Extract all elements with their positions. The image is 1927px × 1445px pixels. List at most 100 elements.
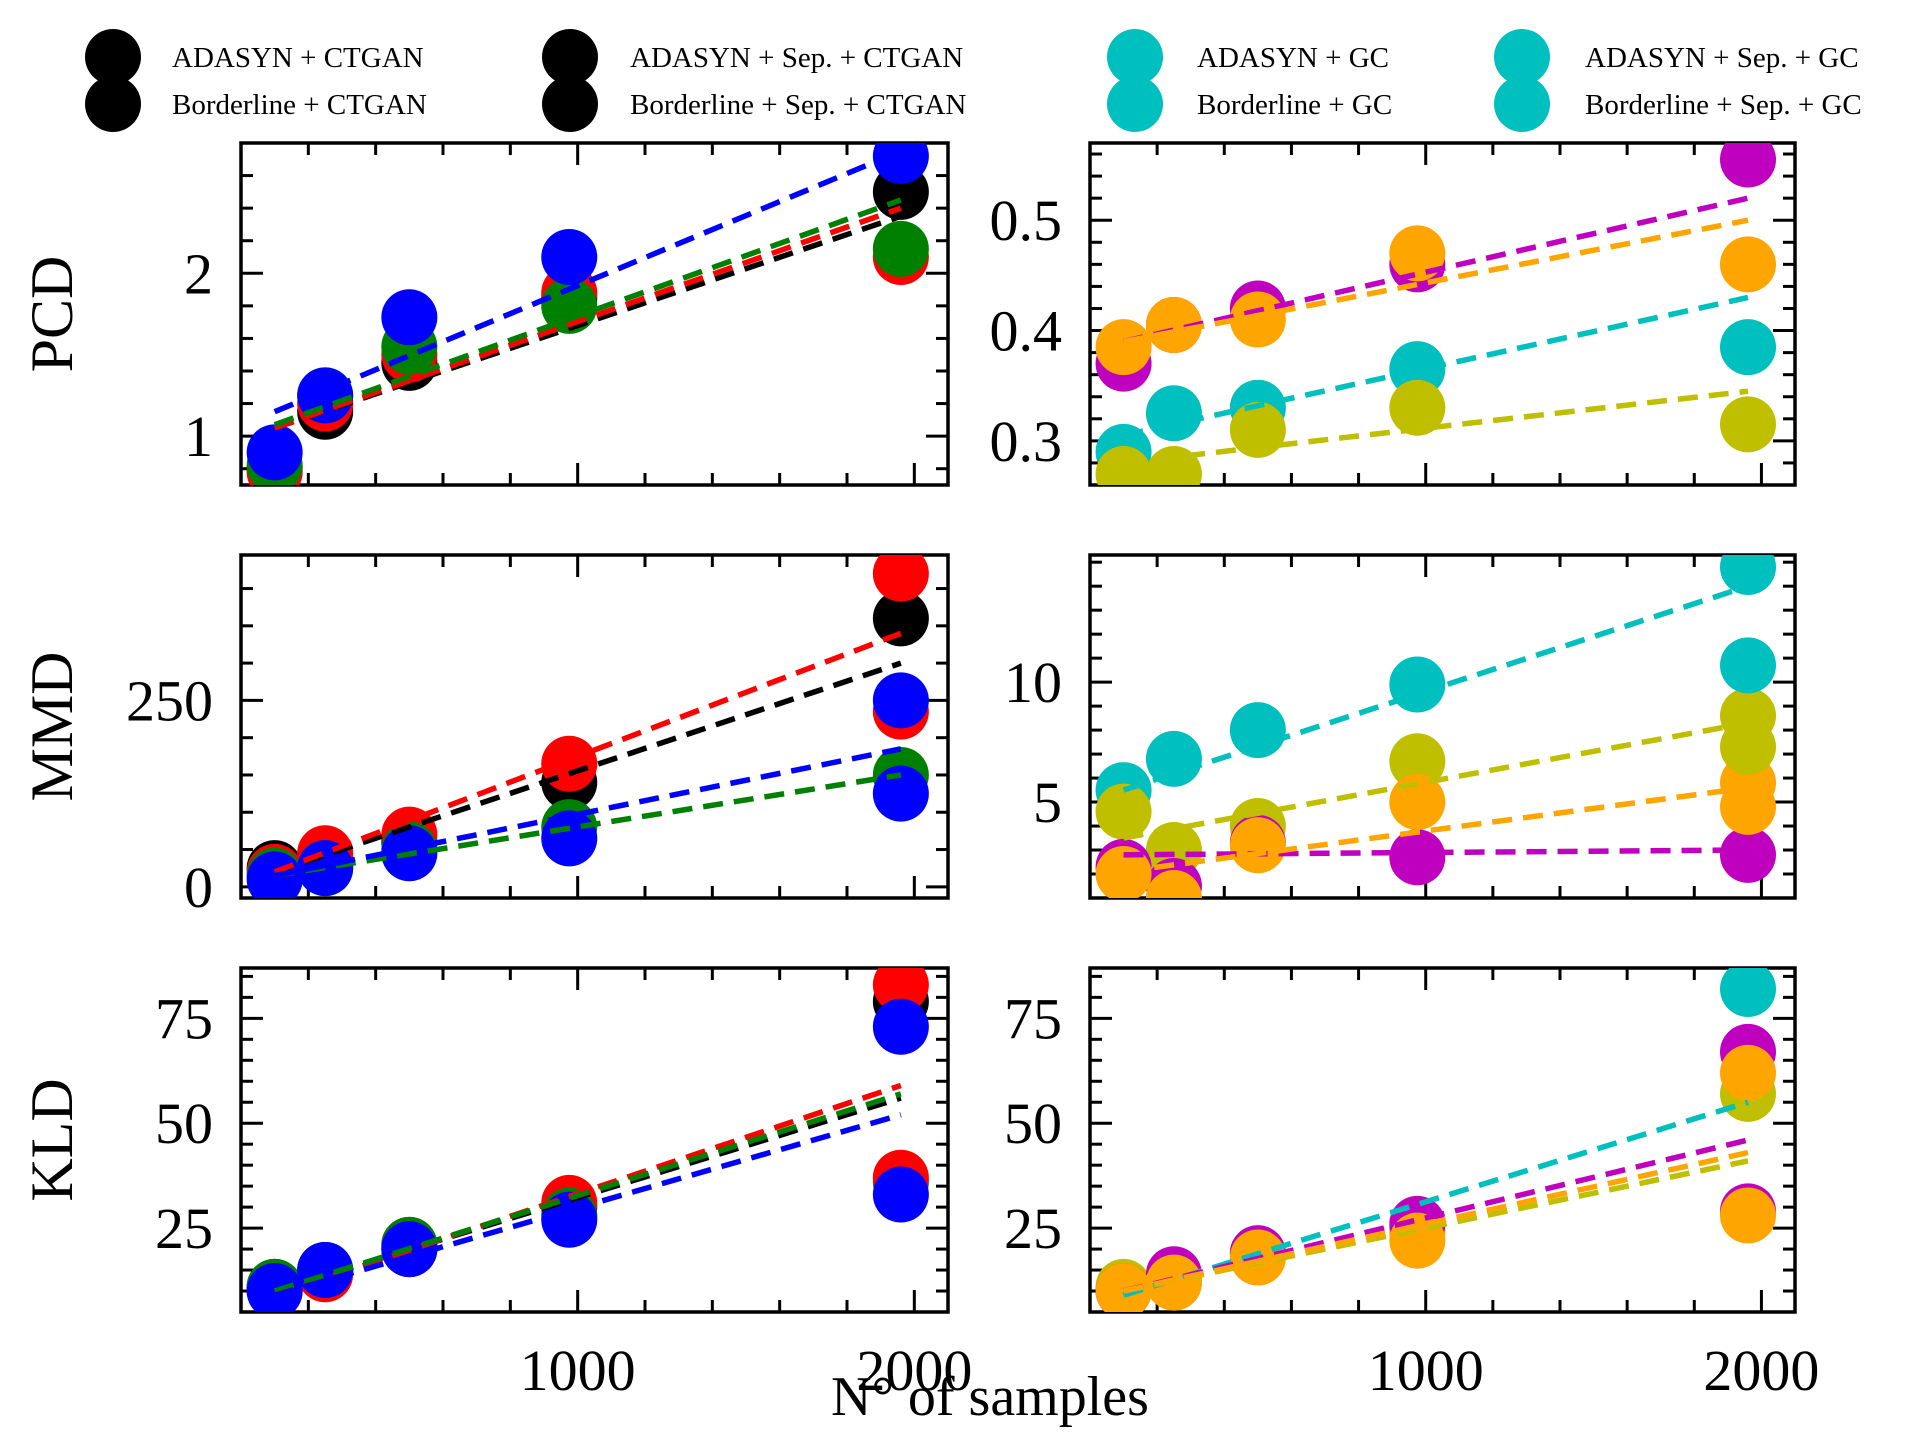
data-point xyxy=(541,1191,598,1248)
data-point xyxy=(872,672,929,729)
data-point xyxy=(1229,291,1286,348)
plot-area xyxy=(246,143,929,485)
legend-label: Borderline + Sep. + CTGAN xyxy=(630,89,966,121)
legend-marker xyxy=(542,76,598,132)
data-point xyxy=(1720,319,1776,376)
trend-line xyxy=(274,772,902,879)
x-tick-label: 1000 xyxy=(520,1338,636,1403)
legend-label: Borderline + CTGAN xyxy=(172,89,427,121)
panel-mmd-gc: 5 10 xyxy=(1004,553,1797,900)
legend-marker xyxy=(85,29,141,85)
data-point xyxy=(1720,637,1776,694)
legend-label: ADASYN + Sep. + CTGAN xyxy=(630,42,963,74)
data-point xyxy=(1095,445,1152,485)
trend-line xyxy=(273,148,902,415)
trend-line xyxy=(1122,1149,1749,1294)
plot-area xyxy=(246,968,929,1312)
legend-label: Borderline + Sep. + GC xyxy=(1585,89,1862,121)
trend-line xyxy=(1123,217,1749,345)
y-axis-label: KLD xyxy=(19,1078,85,1201)
trend-line xyxy=(273,205,902,431)
data-point xyxy=(872,220,929,277)
data-point xyxy=(1229,702,1286,759)
y-tick-label: 0.3 xyxy=(990,409,1063,474)
data-point xyxy=(1229,817,1286,874)
x-tick-label: 2000 xyxy=(856,1338,972,1403)
data-point xyxy=(1095,783,1152,840)
axes-frame xyxy=(1088,966,1797,1314)
data-point xyxy=(1095,846,1152,898)
trend-line xyxy=(273,1091,902,1294)
y-tick-label: 10 xyxy=(1004,650,1062,715)
y-tick-label: 1 xyxy=(184,404,213,469)
axes-frame xyxy=(239,141,950,487)
plot-area xyxy=(1095,143,1776,485)
legend-label: ADASYN + Sep. + GC xyxy=(1585,42,1859,74)
plot-area xyxy=(1095,968,1776,1312)
axes-frame xyxy=(239,553,950,900)
y-tick-label: 25 xyxy=(1004,1196,1062,1261)
axes-frame xyxy=(1088,141,1797,487)
data-point xyxy=(1720,555,1776,595)
x-axis-label: N° of samples xyxy=(831,1366,1149,1428)
data-point xyxy=(872,1166,929,1223)
axes-frame xyxy=(239,966,950,1314)
y-tick-label: 2 xyxy=(184,241,213,306)
panel-kld-ctgan: 1000 2000 25 50 75 KLD xyxy=(19,966,972,1403)
data-point xyxy=(1145,297,1202,354)
trend-line xyxy=(1122,583,1749,793)
y-axis-label: PCD xyxy=(19,256,85,373)
data-point xyxy=(1095,1263,1152,1312)
data-point xyxy=(1229,401,1286,458)
data-point xyxy=(872,555,929,602)
trend-line xyxy=(1122,294,1749,439)
data-point xyxy=(1389,656,1446,713)
trend-line xyxy=(274,746,902,879)
legend-marker xyxy=(1107,29,1163,85)
data-point xyxy=(1389,733,1446,790)
plot-area xyxy=(1095,555,1776,898)
trend-line xyxy=(273,1112,902,1298)
trend-line xyxy=(1123,784,1749,875)
panels: 1 2 PCD 0.3 0.4 0.5 0 250 MMD 5 10 1000 2000 25 50 75 KL… xyxy=(19,141,1819,1403)
data-point xyxy=(872,765,929,822)
legend-marker xyxy=(1494,29,1550,85)
y-tick-label: 75 xyxy=(155,986,213,1051)
data-point xyxy=(1145,730,1202,787)
y-tick-label: 25 xyxy=(155,1196,213,1261)
data-point xyxy=(1720,143,1776,188)
y-tick-label: 50 xyxy=(1004,1091,1062,1156)
panel-pcd-ctgan: 1 2 PCD xyxy=(19,141,950,487)
legend-marker xyxy=(1107,76,1163,132)
data-point xyxy=(872,143,929,185)
data-point xyxy=(872,590,929,647)
data-point xyxy=(1720,236,1776,293)
panel-kld-gc: 1000 2000 25 50 75 xyxy=(1004,966,1819,1403)
trend-line xyxy=(1123,720,1749,841)
y-tick-label: 0.4 xyxy=(990,299,1063,364)
data-point xyxy=(1389,341,1446,398)
data-point xyxy=(1720,778,1776,835)
data-point xyxy=(381,289,438,346)
panel-pcd-gc: 0.3 0.4 0.5 xyxy=(990,141,1797,487)
trend-line xyxy=(1123,847,1749,858)
trend-line xyxy=(1122,195,1749,345)
legend-label: ADASYN + CTGAN xyxy=(172,42,424,74)
y-tick-label: 250 xyxy=(126,668,213,733)
legend-marker xyxy=(542,29,598,85)
trend-line xyxy=(1123,388,1749,466)
trend-line xyxy=(273,660,902,875)
x-tick-label: 1000 xyxy=(1368,1338,1484,1403)
data-point xyxy=(541,229,598,285)
legend-marker xyxy=(1494,76,1550,132)
legend: ADASYN + CTGAN Borderline + CTGAN ADASYN +… xyxy=(85,29,1862,132)
legend-label: ADASYN + GC xyxy=(1197,42,1389,74)
y-tick-label: 50 xyxy=(155,1091,213,1156)
axes-frame xyxy=(1088,553,1797,900)
data-point xyxy=(1145,385,1202,442)
y-axis-label: MMD xyxy=(19,651,85,801)
data-point xyxy=(1720,396,1776,453)
data-point xyxy=(1389,829,1446,886)
data-point xyxy=(246,424,303,481)
